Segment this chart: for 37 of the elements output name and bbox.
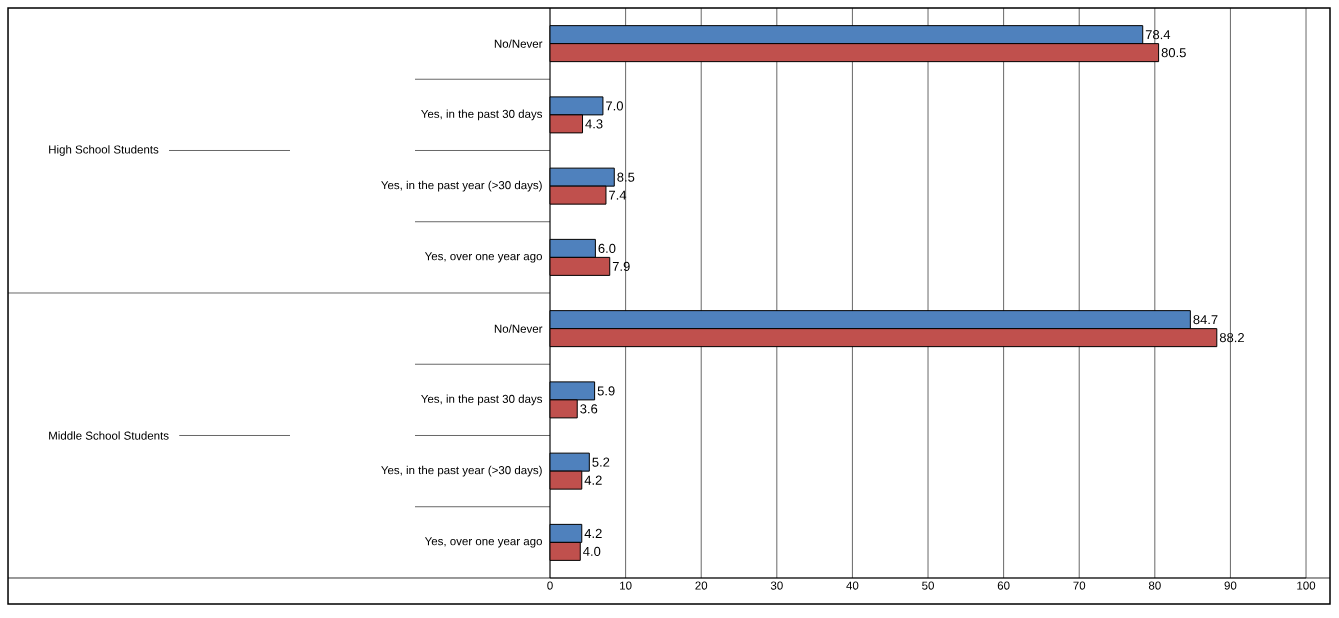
x-tick-label: 10 [620, 581, 632, 590]
data-label: 4.2 [584, 528, 602, 538]
y-tick-label: Yes, over one year ago [424, 537, 542, 548]
data-label: 4.0 [583, 546, 601, 556]
y-tick-label: Yes, over one year ago [424, 252, 542, 263]
y-tick-label: No/Never [494, 324, 543, 333]
x-tick-label: 90 [1224, 581, 1237, 590]
data-label: 3.6 [580, 404, 598, 414]
x-tick-label: 100 [1297, 581, 1316, 590]
data-label: 4.2 [584, 475, 602, 485]
x-tick-label: 70 [1073, 581, 1086, 590]
text: High School Students [49, 145, 159, 156]
data-label: 6.0 [598, 243, 616, 253]
x-tick-label: 20 [695, 581, 708, 590]
data-label: 5.9 [597, 386, 615, 396]
x-tick-label: 60 [997, 581, 1010, 590]
x-tick-label: 80 [1148, 581, 1161, 590]
data-label: 80.5 [1161, 48, 1186, 58]
x-tick-label: 50 [922, 581, 934, 590]
data-label: 8.5 [617, 172, 635, 182]
data-label: 78.4 [1145, 30, 1171, 40]
data-label: 88.2 [1219, 333, 1244, 343]
y-tick-label: Yes, in the past 30 days [421, 109, 543, 121]
x-tick-label: 40 [846, 581, 859, 590]
x-tick-label: 30 [770, 581, 783, 590]
data-label: 7.4 [609, 190, 627, 200]
data-label: 84.7 [1193, 315, 1218, 325]
text: Middle School Students [49, 431, 169, 440]
y-tick-label: Yes, in the past year (>30 days) [381, 180, 542, 192]
data-label: 4.3 [585, 119, 603, 129]
data-label: 7.0 [606, 101, 623, 111]
data-label: 5.2 [592, 457, 610, 467]
x-tick-label: 0 [547, 581, 553, 590]
data-label: 7.9 [612, 261, 630, 271]
y-tick-label: Yes, in the past 30 days [421, 394, 543, 406]
y-tick-label: No/Never [494, 39, 543, 48]
y-tick-label: Yes, in the past year (>30 days) [381, 465, 542, 477]
